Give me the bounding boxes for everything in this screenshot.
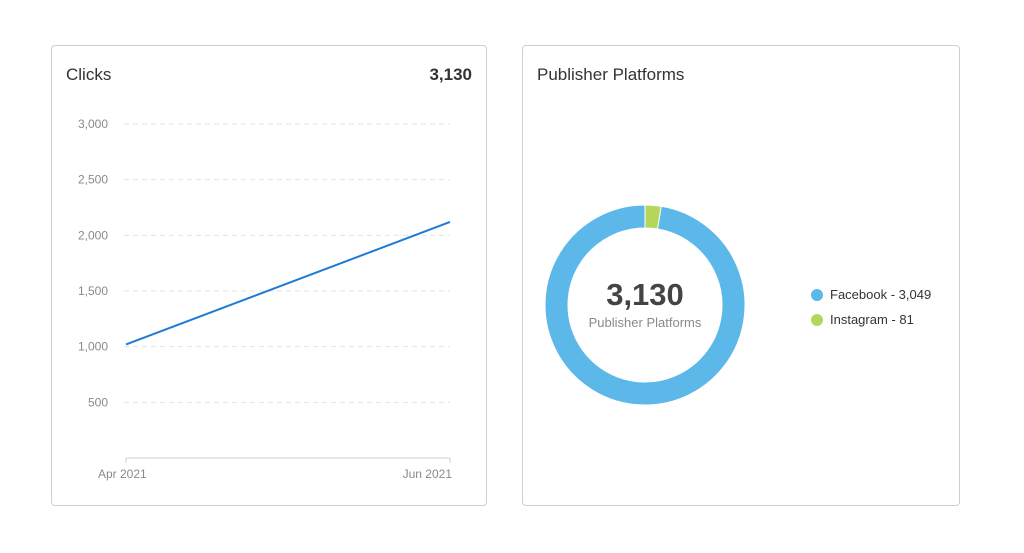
publisher-platforms-card: Publisher Platforms 3,130 Publisher Plat… xyxy=(522,45,960,506)
legend-item-instagram[interactable]: Instagram - 81 xyxy=(811,307,931,332)
y-tick-label: 1,500 xyxy=(78,284,108,298)
legend-item-facebook[interactable]: Facebook - 3,049 xyxy=(811,282,931,307)
donut-center-value: 3,130 xyxy=(606,277,684,312)
clicks-card: Clicks 3,130 500 1,000 1,500 2,000 2,500 3,00… xyxy=(51,45,487,506)
donut-slice-facebook xyxy=(544,204,746,406)
clicks-series-line xyxy=(125,221,451,346)
donut-center: 3,130 Publisher Platforms xyxy=(545,205,745,405)
y-tick-label: 2,000 xyxy=(78,228,108,242)
clicks-total: 3,130 xyxy=(429,65,472,84)
clicks-title: Clicks xyxy=(66,65,112,84)
legend-dot-facebook xyxy=(811,288,823,301)
y-tick-label: 1,000 xyxy=(78,340,108,354)
clicks-line-chart: 500 1,000 1,500 2,000 2,500 3,000 Apr 2021 Jun … xyxy=(78,117,453,481)
platforms-title: Publisher Platforms xyxy=(537,65,685,84)
y-tick-label: 500 xyxy=(88,395,108,409)
legend-dot-instagram xyxy=(811,313,823,326)
y-tick-label: 3,000 xyxy=(78,117,108,131)
donut-center-label: Publisher Platforms xyxy=(588,315,702,330)
x-tick-label: Jun 2021 xyxy=(403,467,453,481)
x-tick-label: Apr 2021 xyxy=(98,467,147,481)
donut-slice-instagram xyxy=(644,204,662,230)
platforms-legend: Facebook - 3,049 Instagram - 81 xyxy=(811,282,931,332)
platforms-donut-chart xyxy=(544,204,746,406)
y-tick-label: 2,500 xyxy=(78,173,108,187)
legend-label-instagram: Instagram - 81 xyxy=(830,312,914,327)
legend-label-facebook: Facebook - 3,049 xyxy=(830,287,932,302)
